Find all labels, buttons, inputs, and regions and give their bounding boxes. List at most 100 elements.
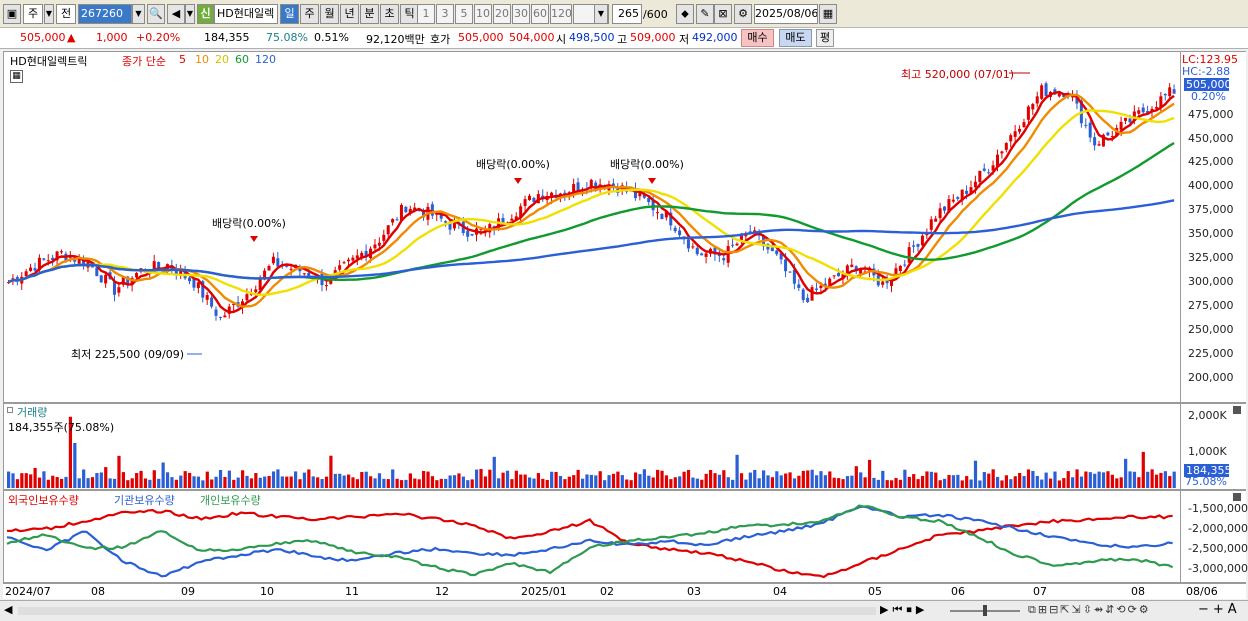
interval-button[interactable]: 60 (531, 4, 549, 24)
volume-bar (611, 473, 616, 488)
volume-bar (960, 480, 964, 488)
close-icon[interactable] (1233, 493, 1241, 501)
draw-tool-icon[interactable]: ✎ (696, 4, 714, 24)
volume-chart-canvas[interactable] (4, 404, 1181, 489)
volume-bar (497, 478, 501, 488)
candle-body (1088, 122, 1092, 138)
candle-body (95, 267, 99, 277)
volume-bar (121, 472, 126, 488)
period-type-select[interactable]: 주 (23, 4, 43, 24)
volume-bar (15, 479, 20, 488)
scroll-track[interactable] (18, 607, 876, 615)
candle-body (351, 257, 355, 261)
stock-code-input[interactable]: 267260 (78, 4, 132, 24)
chevron-down-icon[interactable]: ▼ (185, 4, 195, 24)
candle-body (929, 219, 933, 230)
volume-bar (563, 479, 567, 488)
volume-bar (448, 475, 452, 488)
stock-label: HD현대일렉트릭 (10, 55, 88, 68)
zoom-controls-icon[interactable]: −+A (1198, 602, 1241, 617)
interval-button[interactable]: 30 (512, 4, 530, 24)
period-second[interactable]: 초 (380, 4, 399, 24)
price-change: 1,000 (96, 31, 128, 44)
volume-bar (982, 472, 986, 488)
candle-body (386, 225, 390, 235)
holdings-tick: -2,500,000 (1188, 542, 1248, 555)
period-minute[interactable]: 분 (360, 4, 379, 24)
x-label: 08 (1131, 585, 1145, 598)
grid-icon[interactable]: ▦ (10, 70, 23, 83)
candle-body (59, 251, 63, 253)
interval-button[interactable]: 5 (455, 4, 473, 24)
ma-5-line (8, 90, 1175, 314)
market-badge: 신 (197, 4, 214, 24)
count-input[interactable]: 265 (612, 4, 642, 24)
indicator-icon[interactable]: ⬥ (676, 4, 694, 24)
candle-body (218, 316, 222, 318)
volume-bar (885, 480, 889, 488)
gear-icon[interactable]: ⚙ (734, 4, 752, 24)
volume-bar (1026, 469, 1031, 488)
search-icon[interactable]: 🔍 (147, 4, 165, 24)
candle-body (669, 212, 673, 226)
volume-bar (267, 476, 271, 488)
chevron-down-icon[interactable]: ▼ (44, 4, 54, 24)
layout-icon[interactable]: ▣ (3, 4, 21, 24)
scroll-left-icon[interactable]: ◀ (4, 603, 13, 616)
calendar-icon[interactable]: ▦ (819, 4, 837, 24)
volume-bar (845, 476, 850, 488)
volume-bar (1004, 475, 1009, 488)
price-chart-canvas[interactable] (4, 52, 1181, 402)
price-tick: 300,000 (1188, 275, 1234, 288)
period-day[interactable]: 일 (280, 4, 299, 24)
candle-body (342, 262, 346, 264)
volume-bar (991, 469, 995, 488)
candle-body (112, 281, 116, 295)
volume-bar (859, 472, 863, 488)
prev-button[interactable]: 전 (56, 4, 76, 24)
interval-button[interactable]: 1 (417, 4, 435, 24)
volume-bar (616, 471, 620, 488)
holdings-chart-canvas[interactable] (4, 491, 1181, 582)
playback-controls-icon[interactable]: ▶⏮⏹▶ (880, 603, 929, 616)
chevron-down-icon[interactable]: ▼ (132, 4, 145, 24)
volume-bar (37, 477, 42, 488)
chart-tools-icon[interactable]: ⧉⊞⊟⇱⇲⇳⇴⇵⟲⟳⚙ (1028, 603, 1151, 616)
interval-button[interactable]: 10 (474, 4, 492, 24)
volume-bar (819, 471, 823, 488)
volume-bar (475, 469, 479, 488)
speaker-icon[interactable]: ◀ (167, 4, 185, 24)
volume-bar (828, 471, 832, 488)
foreign-holdings-label: 외국인보유수량 (8, 494, 79, 507)
date-input[interactable]: 2025/08/06 (754, 4, 818, 24)
close-icon[interactable] (1233, 406, 1241, 414)
candle-body (647, 197, 651, 203)
volume-bar (660, 470, 664, 488)
buy-button[interactable]: 매수 (741, 29, 774, 47)
candle-body (832, 275, 836, 277)
volume-value: 184,355 (204, 31, 250, 44)
interval-button[interactable]: 120 (550, 4, 572, 24)
zoom-slider-handle[interactable] (983, 605, 987, 616)
candle-body (1128, 118, 1132, 123)
panel-toggle-icon[interactable] (7, 407, 13, 413)
eval-button[interactable]: 평 (816, 29, 834, 47)
volume-bar (302, 472, 307, 488)
chevron-down-icon[interactable]: ▼ (594, 4, 608, 24)
candle-body (828, 278, 832, 285)
candle-body (1154, 107, 1158, 109)
candle-body (479, 229, 483, 231)
period-month[interactable]: 월 (320, 4, 339, 24)
interval-button[interactable]: 3 (436, 4, 454, 24)
volume-bar (333, 473, 337, 488)
interval-button[interactable]: 20 (493, 4, 511, 24)
volume-bar (837, 478, 841, 488)
zoom-icon[interactable]: ⊠ (714, 4, 732, 24)
volume-bar (104, 467, 108, 488)
volume-bar (656, 469, 660, 488)
x-label: 08 (91, 585, 105, 598)
sell-button[interactable]: 매도 (779, 29, 812, 47)
period-week[interactable]: 주 (300, 4, 319, 24)
period-year[interactable]: 년 (340, 4, 359, 24)
volume-bar (232, 479, 236, 488)
